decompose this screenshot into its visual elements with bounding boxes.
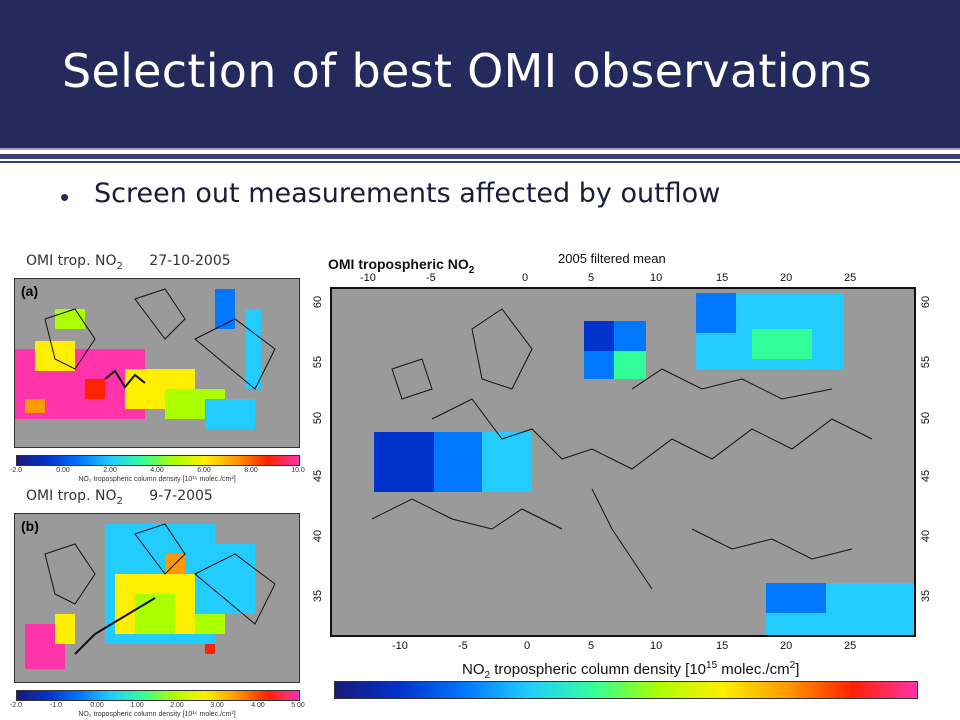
x-tick-top: 5 bbox=[588, 272, 595, 284]
map-a-label: OMI trop. NO2 27-10-2005 bbox=[26, 253, 231, 272]
map-b-tick: 2.00 bbox=[170, 702, 184, 709]
map-a-tick: 4.00 bbox=[150, 467, 164, 474]
map-b-field bbox=[25, 524, 255, 669]
y-tick-right: 45 bbox=[920, 469, 933, 483]
map-a-label-prefix: OMI trop. NO bbox=[26, 253, 117, 269]
title-rule bbox=[0, 154, 960, 159]
map-a-tick: -2.0 bbox=[9, 467, 23, 474]
x-tick-top: 10 bbox=[650, 272, 663, 284]
map-b-tick: 3.00 bbox=[210, 702, 224, 709]
big-map-subtitle: 2005 filtered mean bbox=[558, 251, 666, 266]
x-tick-bottom: 10 bbox=[650, 640, 663, 652]
y-tick-left: 60 bbox=[312, 295, 325, 309]
big-map-colorbar bbox=[334, 681, 918, 699]
map-b-colorbar-ticks: -2.0 -1.0 0.00 1.00 2.00 3.00 4.00 5.00 bbox=[6, 702, 306, 712]
x-tick-top: 20 bbox=[780, 272, 793, 284]
map-b-label-sub: 2 bbox=[116, 495, 123, 507]
map-a-colorbar-caption: NO₂ tropospheric column density [10¹⁵ mo… bbox=[78, 476, 236, 483]
map-a-tick: 10.0 bbox=[291, 467, 305, 474]
x-tick-top: -5 bbox=[426, 272, 436, 284]
x-caption-end: molec./cm bbox=[717, 661, 790, 678]
map-b-panel-letter: (b) bbox=[21, 518, 39, 534]
x-tick-bottom: 5 bbox=[588, 640, 595, 652]
x-tick-top: 0 bbox=[522, 272, 529, 284]
map-a-label-sub: 2 bbox=[116, 260, 123, 272]
big-map-title-prefix: OMI tropospheric NO bbox=[328, 256, 469, 272]
map-a-tick: 0.00 bbox=[56, 467, 70, 474]
map-a-date: 27-10-2005 bbox=[149, 253, 231, 269]
x-tick-bottom: 0 bbox=[524, 640, 531, 652]
y-tick-right: 55 bbox=[920, 355, 933, 369]
y-tick-right: 40 bbox=[920, 529, 933, 543]
bullet-icon: • bbox=[60, 182, 70, 212]
map-b: (b) bbox=[14, 513, 300, 683]
map-a-colorbar-ticks: -2.0 0.00 2.00 4.00 6.00 8.00 10.0 bbox=[6, 467, 306, 477]
map-b-svg bbox=[25, 523, 276, 669]
x-tick-top: 15 bbox=[716, 272, 729, 284]
x-tick-top: -10 bbox=[360, 272, 376, 284]
map-b-colorbar bbox=[16, 690, 300, 701]
x-tick-bottom: 15 bbox=[716, 640, 729, 652]
map-a-panel-letter: (a) bbox=[21, 283, 39, 299]
title-rule-thin bbox=[0, 161, 960, 163]
x-tick-bottom: 20 bbox=[780, 640, 793, 652]
map-b-tick: 5.00 bbox=[291, 702, 305, 709]
map-b-tick: -1.0 bbox=[49, 702, 63, 709]
y-tick-right: 60 bbox=[920, 295, 933, 309]
x-caption-prefix: NO bbox=[462, 661, 485, 678]
map-b-label-prefix: OMI trop. NO bbox=[26, 488, 117, 504]
y-tick-left: 40 bbox=[312, 529, 325, 543]
slide-title: Selection of best OMI observations bbox=[62, 44, 872, 98]
map-a-svg bbox=[15, 288, 276, 429]
x-caption-sup2: 2 bbox=[789, 660, 796, 671]
x-caption-sub: 2 bbox=[484, 670, 491, 681]
map-a-tick: 8.00 bbox=[244, 467, 258, 474]
y-tick-left: 45 bbox=[312, 469, 325, 483]
x-tick-bottom: -5 bbox=[458, 640, 468, 652]
y-tick-right: 50 bbox=[920, 411, 933, 425]
map-a: (a) bbox=[14, 278, 300, 448]
x-caption-close: ] bbox=[795, 661, 800, 678]
map-a-colorbar bbox=[16, 455, 300, 466]
map-b-colorbar-caption: NO₂ tropospheric column density [10¹⁵ mo… bbox=[78, 711, 236, 718]
x-tick-top: 25 bbox=[844, 272, 857, 284]
map-b-date: 9-7-2005 bbox=[149, 488, 213, 504]
map-b-tick: 0.00 bbox=[90, 702, 104, 709]
y-tick-left: 35 bbox=[312, 589, 325, 603]
map-a-field bbox=[15, 289, 261, 429]
y-tick-right: 35 bbox=[920, 589, 933, 603]
bullet-text: Screen out measurements affected by outf… bbox=[94, 178, 721, 209]
big-map-svg bbox=[371, 293, 914, 635]
big-map-field bbox=[374, 293, 914, 635]
x-caption-mid: tropospheric column density [10 bbox=[490, 661, 707, 678]
x-tick-bottom: 25 bbox=[844, 640, 857, 652]
big-map-title-sub: 2 bbox=[468, 264, 475, 276]
y-tick-left: 55 bbox=[312, 355, 325, 369]
map-b-tick: -2.0 bbox=[9, 702, 23, 709]
map-a-tick: 6.00 bbox=[197, 467, 211, 474]
big-map bbox=[330, 287, 916, 637]
title-bar: Selection of best OMI observations bbox=[0, 0, 960, 150]
map-b-label: OMI trop. NO2 9-7-2005 bbox=[26, 488, 213, 507]
y-tick-left: 50 bbox=[312, 411, 325, 425]
x-tick-bottom: -10 bbox=[392, 640, 408, 652]
big-map-x-caption: NO2 tropospheric column density [1015 mo… bbox=[462, 660, 799, 681]
x-caption-sup: 15 bbox=[706, 660, 718, 671]
map-b-tick: 4.00 bbox=[251, 702, 265, 709]
map-a-tick: 2.00 bbox=[103, 467, 117, 474]
big-map-title: OMI tropospheric NO2 bbox=[328, 256, 474, 276]
map-b-tick: 1.00 bbox=[130, 702, 144, 709]
